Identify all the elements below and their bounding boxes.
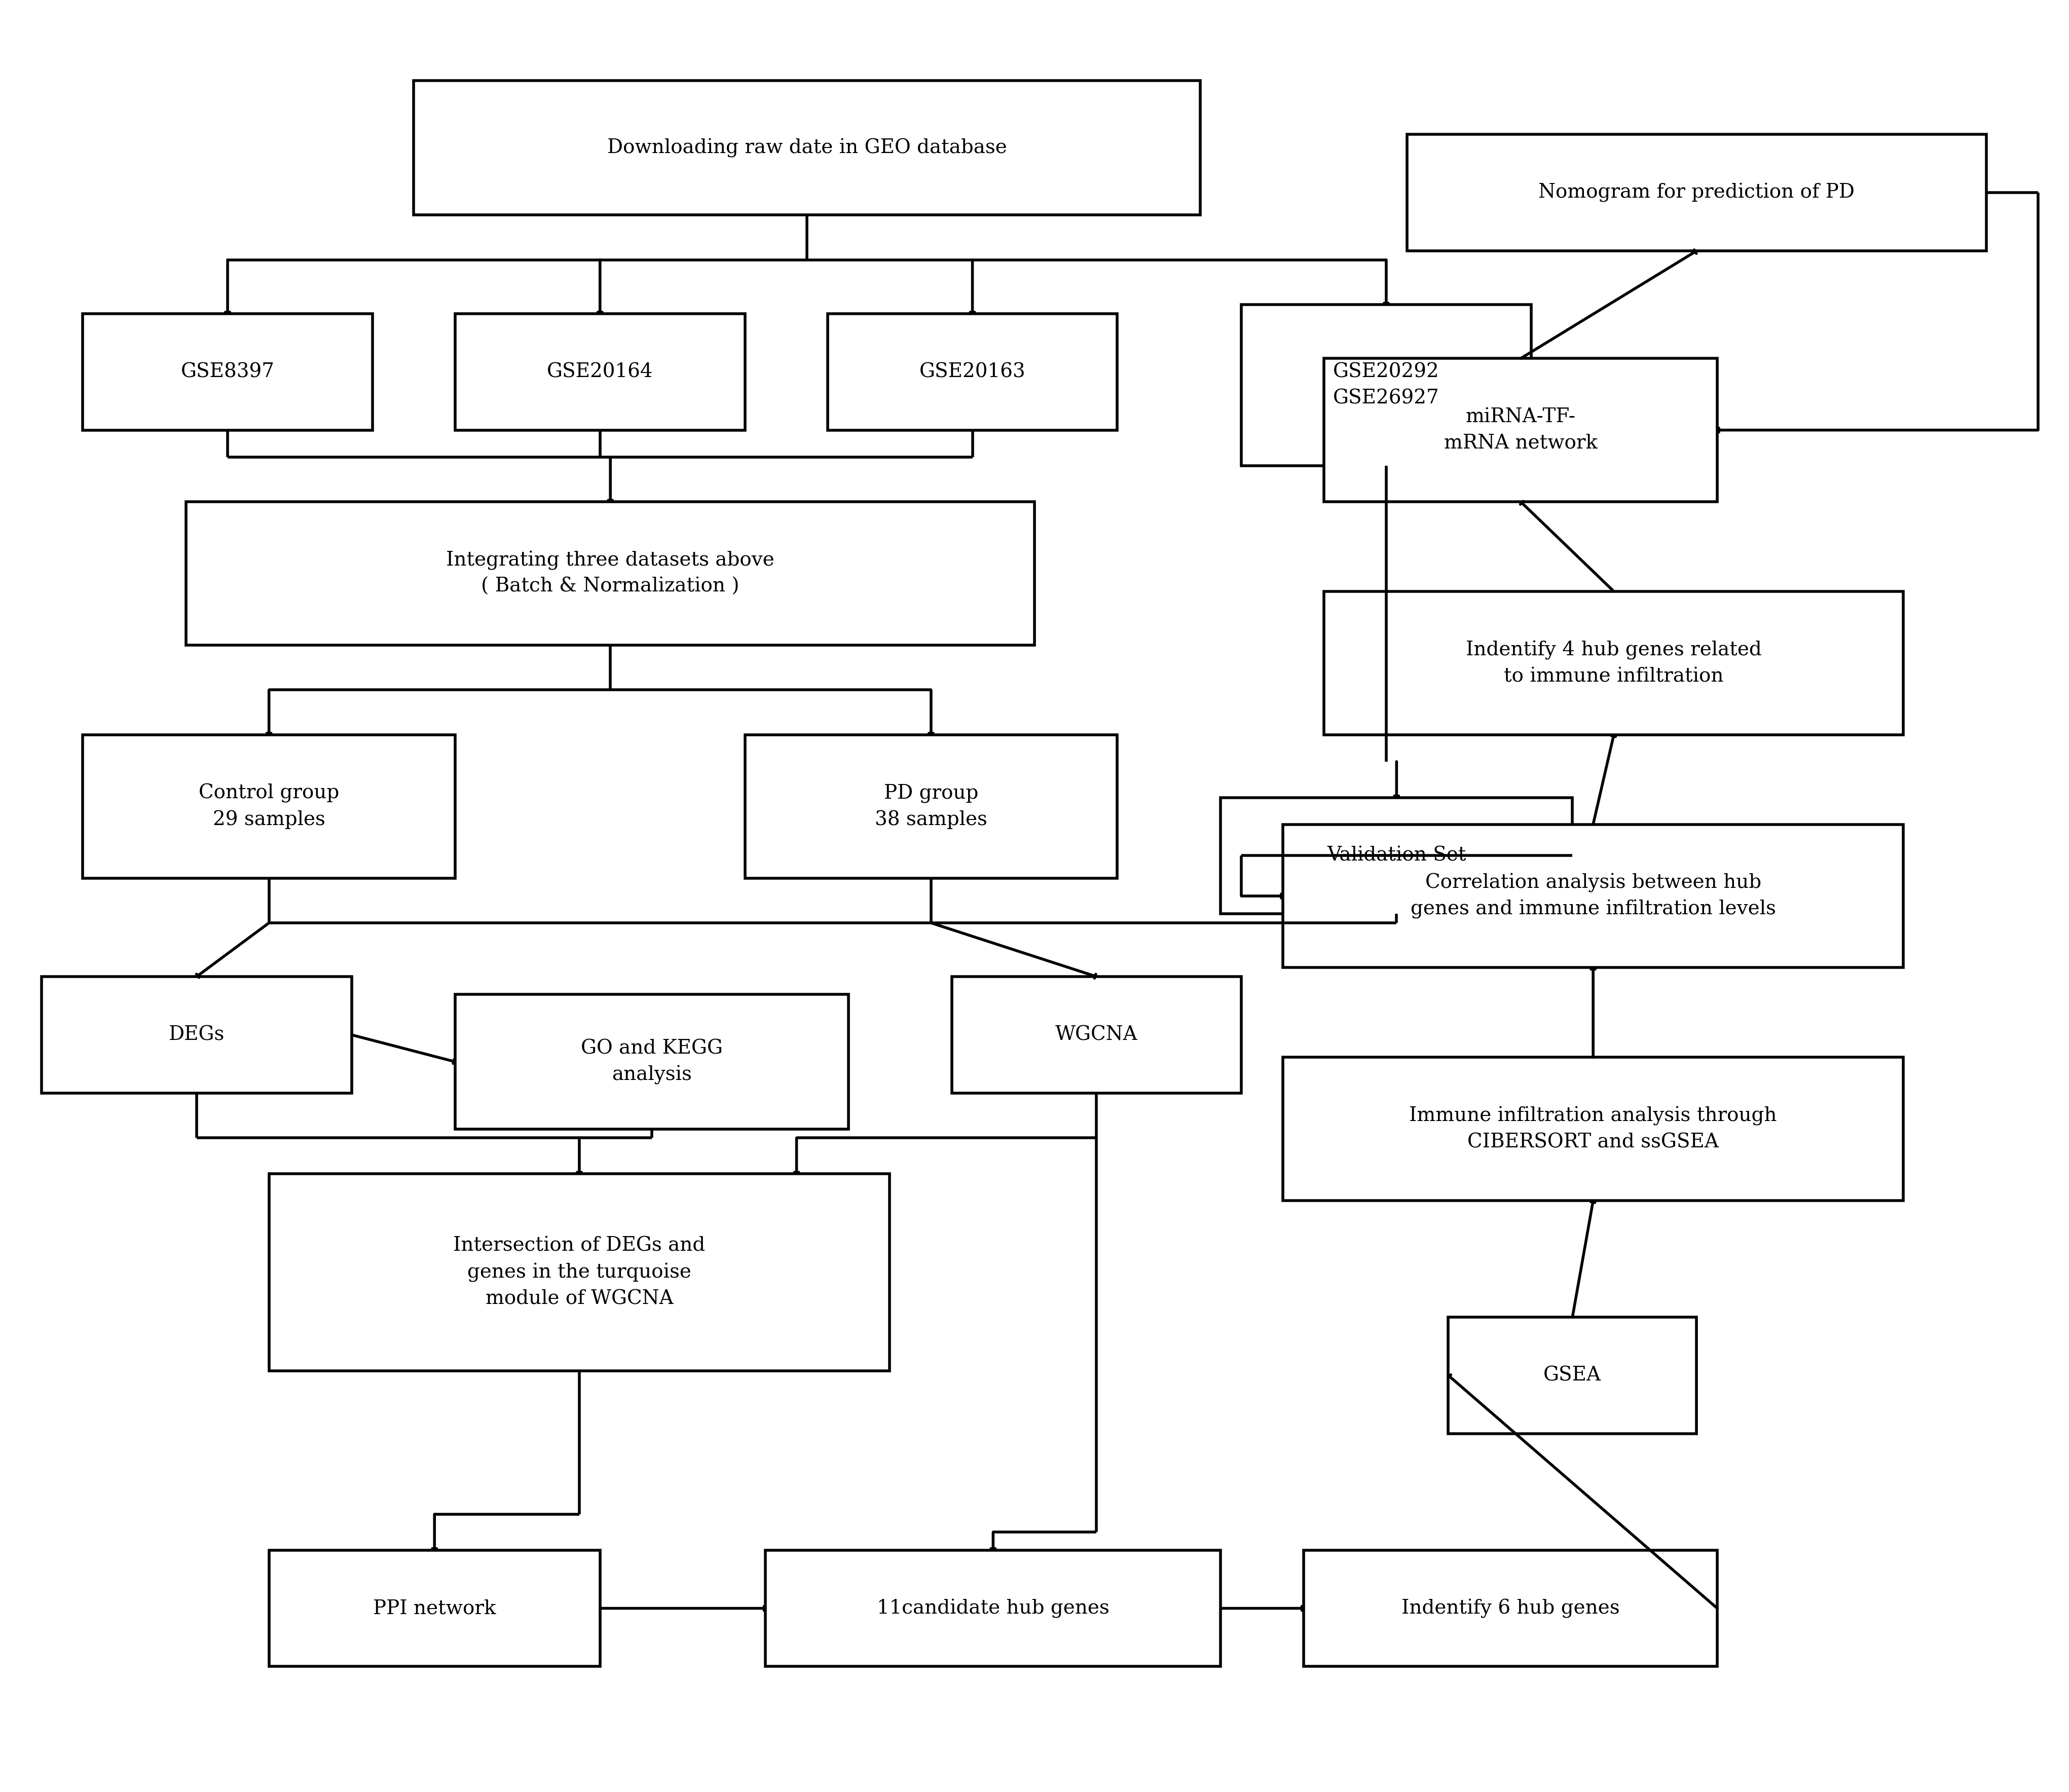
Text: WGCNA: WGCNA bbox=[1055, 1025, 1138, 1045]
Text: Nomogram for prediction of PD: Nomogram for prediction of PD bbox=[1539, 183, 1854, 202]
FancyBboxPatch shape bbox=[1283, 1057, 1903, 1201]
FancyBboxPatch shape bbox=[455, 314, 745, 430]
Text: PPI network: PPI network bbox=[372, 1598, 497, 1618]
Text: miRNA-TF-
mRNA network: miRNA-TF- mRNA network bbox=[1444, 407, 1597, 453]
Text: Downloading raw date in GEO database: Downloading raw date in GEO database bbox=[606, 138, 1008, 158]
FancyBboxPatch shape bbox=[1407, 134, 1986, 251]
Text: Validation Set: Validation Set bbox=[1326, 846, 1467, 866]
Text: Integrating three datasets above
( Batch & Normalization ): Integrating three datasets above ( Batch… bbox=[447, 550, 774, 597]
Text: Control group
29 samples: Control group 29 samples bbox=[199, 783, 339, 830]
Text: 11candidate hub genes: 11candidate hub genes bbox=[877, 1598, 1109, 1618]
FancyBboxPatch shape bbox=[828, 314, 1117, 430]
Text: GSEA: GSEA bbox=[1543, 1366, 1601, 1385]
FancyBboxPatch shape bbox=[1448, 1317, 1697, 1434]
FancyBboxPatch shape bbox=[766, 1550, 1221, 1667]
Text: GSE20164: GSE20164 bbox=[546, 362, 654, 382]
Text: GSE8397: GSE8397 bbox=[180, 362, 275, 382]
FancyBboxPatch shape bbox=[269, 1550, 600, 1667]
FancyBboxPatch shape bbox=[269, 1174, 890, 1371]
FancyBboxPatch shape bbox=[1283, 824, 1903, 968]
Text: GO and KEGG
analysis: GO and KEGG analysis bbox=[581, 1039, 722, 1084]
FancyBboxPatch shape bbox=[1241, 305, 1531, 466]
Text: Indentify 4 hub genes related
to immune infiltration: Indentify 4 hub genes related to immune … bbox=[1465, 640, 1763, 686]
FancyBboxPatch shape bbox=[186, 502, 1034, 645]
Text: PD group
38 samples: PD group 38 samples bbox=[875, 783, 987, 830]
FancyBboxPatch shape bbox=[41, 977, 352, 1093]
Text: GSE20292
GSE26927: GSE20292 GSE26927 bbox=[1332, 362, 1440, 409]
FancyBboxPatch shape bbox=[83, 314, 372, 430]
FancyBboxPatch shape bbox=[1303, 1550, 1717, 1667]
FancyBboxPatch shape bbox=[1221, 797, 1572, 914]
FancyBboxPatch shape bbox=[414, 81, 1200, 215]
FancyBboxPatch shape bbox=[1324, 358, 1717, 502]
FancyBboxPatch shape bbox=[952, 977, 1241, 1093]
Text: Correlation analysis between hub
genes and immune infiltration levels: Correlation analysis between hub genes a… bbox=[1411, 873, 1775, 919]
FancyBboxPatch shape bbox=[83, 735, 455, 878]
Text: DEGs: DEGs bbox=[168, 1025, 226, 1045]
FancyBboxPatch shape bbox=[455, 995, 848, 1129]
FancyBboxPatch shape bbox=[1324, 591, 1903, 735]
Text: Immune infiltration analysis through
CIBERSORT and ssGSEA: Immune infiltration analysis through CIB… bbox=[1409, 1106, 1777, 1152]
FancyBboxPatch shape bbox=[745, 735, 1117, 878]
Text: GSE20163: GSE20163 bbox=[919, 362, 1026, 382]
Text: Indentify 6 hub genes: Indentify 6 hub genes bbox=[1401, 1598, 1620, 1618]
Text: Intersection of DEGs and
genes in the turquoise
module of WGCNA: Intersection of DEGs and genes in the tu… bbox=[453, 1236, 706, 1308]
